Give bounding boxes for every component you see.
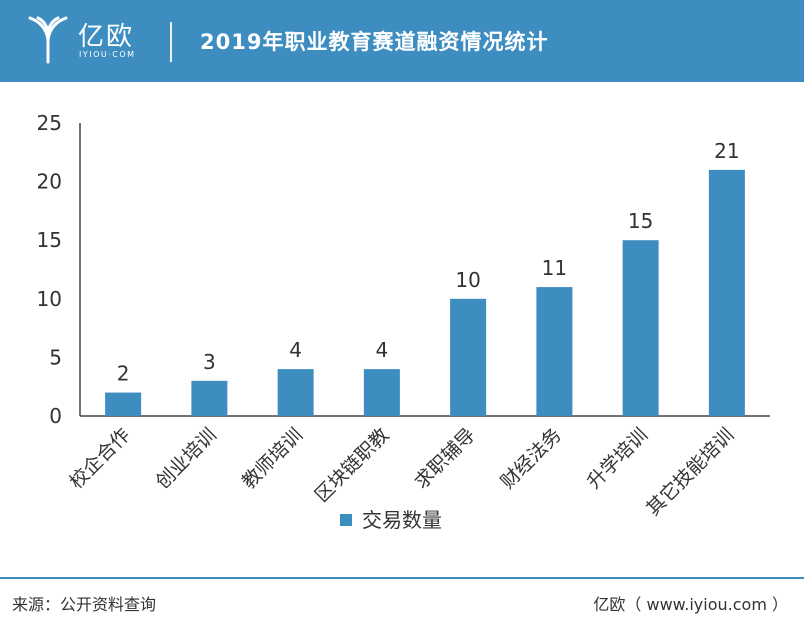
yiou-logo	[28, 16, 68, 64]
header-divider	[170, 22, 172, 62]
bar	[622, 240, 659, 416]
x-tick-label: 校企合作	[65, 424, 134, 493]
credit-note: 亿欧（ www.iyiou.com ）	[593, 595, 788, 614]
source-note: 来源：公开资料查询	[12, 595, 157, 614]
y-tick-label: 0	[49, 404, 62, 428]
data-label: 10	[455, 268, 480, 292]
data-label: 4	[289, 338, 302, 362]
x-tick-label: 区块链职教	[311, 424, 394, 507]
header-banner: 亿欧 IYIOU·COM 2019年职业教育赛道融资情况统计	[0, 0, 804, 82]
bar	[536, 287, 573, 416]
logo-text-wrap: 亿欧 IYIOU·COM	[26, 14, 146, 68]
y-tick-label: 25	[37, 111, 62, 135]
bar	[708, 169, 745, 416]
legend-swatch	[340, 514, 352, 526]
data-label: 4	[376, 338, 389, 362]
bar	[450, 298, 487, 416]
data-label: 21	[714, 139, 739, 163]
bar	[363, 369, 400, 416]
x-tick-label: 其它技能培训	[642, 424, 738, 520]
x-tick-label: 教师培训	[238, 424, 307, 493]
y-tick-label: 15	[37, 228, 62, 252]
y-tick-label: 20	[37, 170, 62, 194]
data-label: 2	[117, 362, 130, 386]
legend-label: 交易数量	[362, 508, 442, 532]
x-tick-label: 财经法务	[497, 424, 566, 493]
data-label: 3	[203, 350, 216, 374]
data-label: 11	[542, 256, 567, 280]
bar	[105, 392, 142, 416]
y-tick-label: 5	[49, 345, 62, 369]
logo-mark-icon	[28, 16, 68, 64]
bar	[191, 380, 228, 416]
bar	[277, 369, 314, 416]
y-tick-label: 10	[37, 287, 62, 311]
x-tick-label: 求职辅导	[410, 424, 479, 493]
footer-divider	[0, 577, 804, 579]
logo-text: 亿欧	[78, 22, 135, 52]
logo-subtext: IYIOU·COM	[79, 50, 136, 59]
data-label: 15	[628, 209, 653, 233]
x-tick-label: 创业培训	[152, 424, 221, 493]
chart-title: 2019年职业教育赛道融资情况统计	[200, 30, 549, 54]
bar-chart: 0 5 10 15 20 25 2 校企合作 3 创业培训 4 教师培训 4 区块链职教 10 求职辅导 11 财…	[37, 111, 770, 532]
x-tick-label: 升学培训	[583, 424, 652, 493]
